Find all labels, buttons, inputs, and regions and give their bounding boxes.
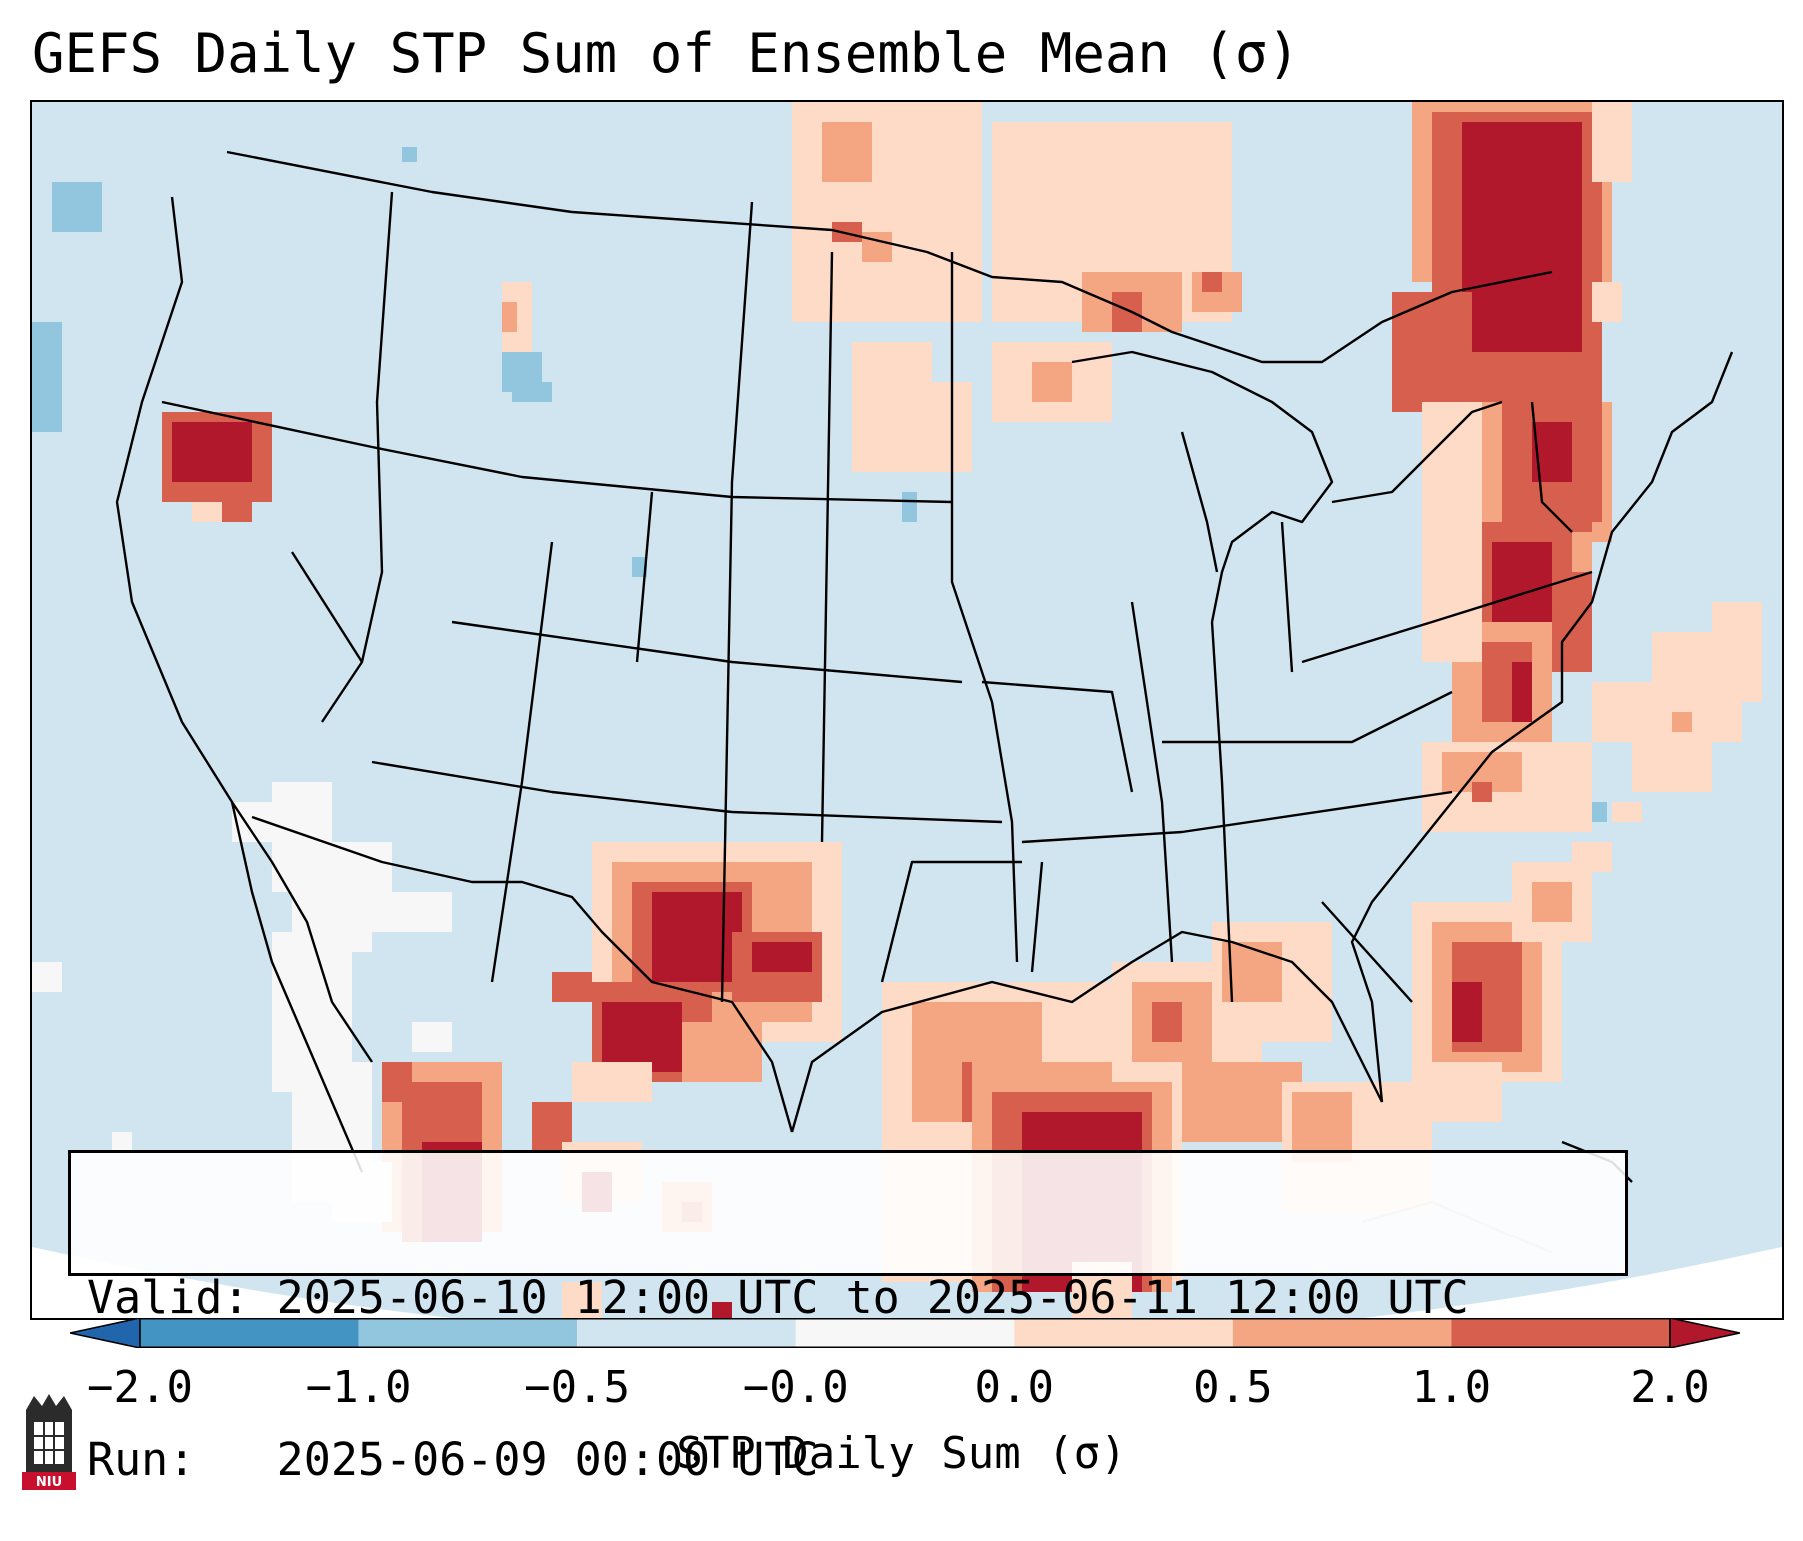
border-oh-pa-ny bbox=[1301, 570, 1593, 664]
colorbar-tick-label: −1.0 bbox=[305, 1362, 412, 1413]
colorbar-outline bbox=[139, 1318, 1671, 1348]
pacific-coast bbox=[115, 196, 373, 1063]
colorbar-tick-label: 0.0 bbox=[974, 1362, 1055, 1413]
lake-michigan bbox=[1180, 431, 1219, 573]
border-tx-la bbox=[880, 860, 1022, 983]
border-north-tier bbox=[371, 445, 953, 504]
niu-logo-banner bbox=[22, 1472, 76, 1490]
colorbar-tick-label: 2.0 bbox=[1630, 1362, 1710, 1413]
colorbar-ticks: −2.0 −1.0 −0.5 −0.0 0.0 0.5 1.0 2.0 bbox=[0, 1362, 1803, 1422]
niu-logo-text: NIU bbox=[36, 1475, 62, 1490]
colorbar-bin-0 bbox=[140, 1318, 359, 1348]
us-mexico-border bbox=[251, 815, 794, 1133]
border-dakotas-ne bbox=[820, 251, 834, 843]
colorbar-tick-label: 1.0 bbox=[1411, 1362, 1492, 1413]
border-or-ca-nv bbox=[161, 400, 373, 449]
border-vt-nh bbox=[1530, 401, 1573, 533]
colorbar-bin-1 bbox=[358, 1318, 578, 1348]
chart-title: GEFS Daily STP Sum of Ensemble Mean (σ) bbox=[32, 22, 1300, 85]
colorbar-tick-label: −2.0 bbox=[87, 1362, 193, 1413]
border-la-ms bbox=[1030, 861, 1044, 973]
colorbar-over-extension bbox=[1669, 1318, 1740, 1348]
border-nv-id bbox=[321, 191, 394, 723]
border-in-al bbox=[1210, 621, 1234, 1003]
lake-erie-ontario bbox=[1331, 400, 1503, 504]
map-domain bbox=[32, 102, 1782, 1318]
border-ks-ok bbox=[371, 760, 1003, 824]
colorbar-tick-label: −0.5 bbox=[524, 1362, 631, 1413]
run-time: Run: 2025-06-09 00:00 UTC bbox=[87, 1433, 819, 1486]
niu-logo: NIU bbox=[22, 1394, 76, 1490]
atlantic-coast bbox=[1350, 351, 1734, 1103]
region-mid-atlantic bbox=[1422, 502, 1592, 832]
region-norcal bbox=[162, 412, 272, 522]
baja-coast bbox=[230, 801, 364, 1173]
region-new-mexico bbox=[552, 842, 842, 1102]
border-co-nm bbox=[720, 201, 754, 1003]
border-il-ms bbox=[1130, 601, 1174, 963]
colorbar-bin-2 bbox=[577, 1318, 796, 1348]
region-southeast bbox=[1412, 842, 1612, 1122]
border-wy-co bbox=[635, 491, 654, 663]
colorbar-label: STP Daily Sum (σ) bbox=[676, 1428, 1127, 1479]
great-lakes-outline bbox=[1071, 350, 1334, 623]
border-mid-tier bbox=[451, 620, 963, 684]
colorbar-bin-4 bbox=[1014, 1318, 1233, 1348]
border-mn-ia-mo-ar bbox=[950, 252, 1019, 963]
us-canada-border bbox=[226, 150, 1553, 364]
valid-time: Valid: 2025-06-10 12:00 UTC to 2025-06-1… bbox=[87, 1271, 1469, 1324]
boundaries bbox=[115, 150, 1734, 1254]
border-ia-mo bbox=[981, 680, 1134, 793]
colorbar-bin-3 bbox=[795, 1318, 1015, 1348]
region-negative bbox=[32, 147, 1607, 822]
border-ca-nv bbox=[290, 551, 364, 663]
border-tn-nc bbox=[1021, 790, 1453, 844]
border-ut-az bbox=[490, 541, 554, 983]
colorbar-tick-label: 0.5 bbox=[1193, 1362, 1273, 1413]
region-atlantic-offshore bbox=[1592, 602, 1762, 822]
colorbar bbox=[70, 1318, 1740, 1348]
border-ky-va bbox=[1162, 690, 1453, 744]
region-northeast bbox=[1392, 102, 1632, 542]
valid-run-info-box: Valid: 2025-06-10 12:00 UTC to 2025-06-1… bbox=[68, 1150, 1628, 1486]
region-northern-plains bbox=[792, 102, 982, 472]
map-canvas bbox=[32, 102, 1782, 1318]
gulf-coast bbox=[790, 930, 1384, 1133]
map-panel bbox=[30, 100, 1784, 1320]
colorbar-bin-5 bbox=[1232, 1318, 1452, 1348]
border-ga-fl bbox=[1321, 901, 1413, 1003]
niu-logo-window bbox=[34, 1422, 64, 1464]
colorbar-under-extension bbox=[70, 1318, 141, 1348]
colorbar-tick-label: −0.0 bbox=[742, 1362, 849, 1413]
colorbar-bin-6 bbox=[1451, 1318, 1670, 1348]
border-oh-in bbox=[1280, 521, 1294, 673]
